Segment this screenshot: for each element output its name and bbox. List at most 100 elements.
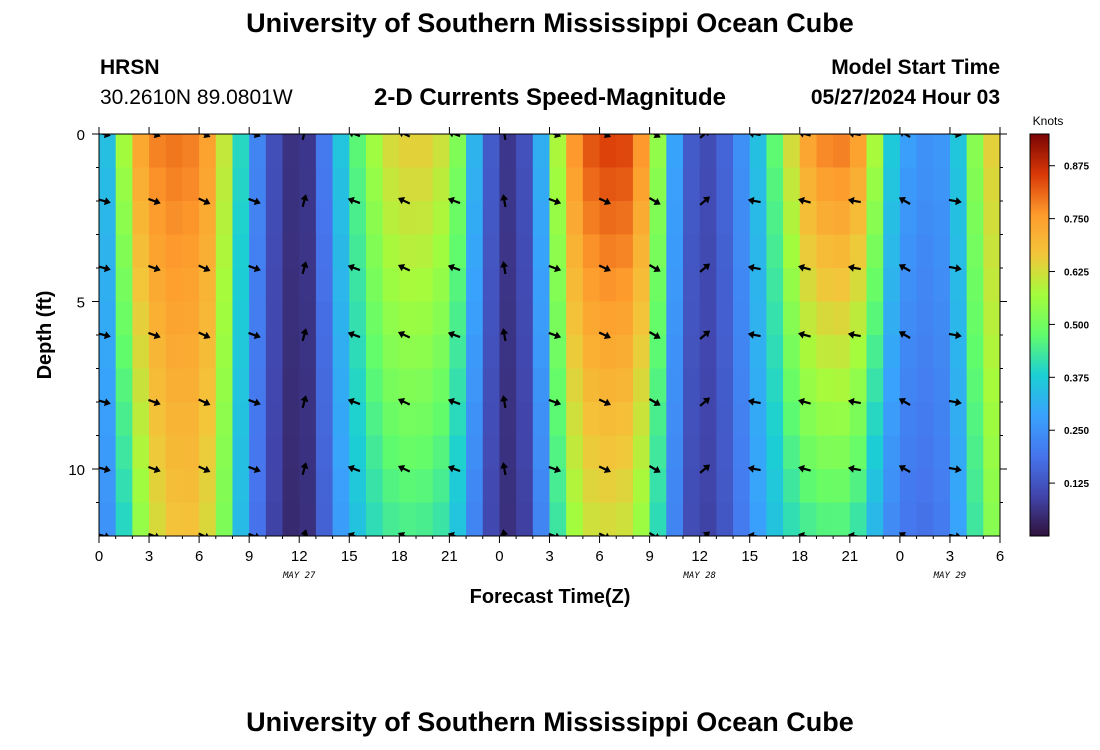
heatmap-cell	[783, 402, 801, 437]
x-tick-label: 18	[391, 548, 408, 565]
heatmap-cell	[199, 201, 217, 236]
heatmap-cell	[199, 368, 217, 403]
current-vector-arrow	[898, 264, 911, 272]
heatmap-cell	[199, 335, 217, 370]
heatmap-cell	[682, 368, 701, 403]
heatmap-cell	[599, 134, 617, 169]
heatmap-cell	[549, 201, 567, 236]
colorbar-gradient	[1029, 133, 1050, 537]
current-vector-arrow	[847, 196, 861, 205]
heatmap-cell	[249, 368, 267, 403]
heatmap-cell	[749, 435, 768, 470]
heatmap-cell	[949, 301, 968, 336]
heatmap-cell	[716, 435, 734, 470]
heatmap-cell	[332, 301, 350, 336]
heatmap-cell	[232, 335, 250, 370]
heatmap-cell	[416, 469, 434, 504]
heatmap-cell	[983, 234, 1000, 269]
heatmap-cell	[983, 301, 1000, 336]
heatmap-cell	[616, 134, 634, 169]
heatmap-cell	[933, 469, 951, 504]
heatmap-cell	[466, 402, 484, 437]
heatmap-cell	[699, 134, 717, 169]
heatmap-cell	[933, 134, 951, 169]
heatmap-cell	[599, 167, 617, 202]
heatmap-cell	[666, 402, 684, 437]
heatmap-cell	[849, 469, 868, 504]
heatmap-cell	[582, 402, 601, 437]
heatmap-cell	[833, 301, 851, 336]
heatmap-cell	[532, 368, 551, 403]
current-vector-arrow	[447, 397, 461, 406]
heatmap-cell	[716, 167, 734, 202]
heatmap-cell	[449, 234, 467, 269]
heatmap-cell	[666, 167, 684, 202]
heatmap-cell	[799, 402, 818, 437]
heatmap-cell	[816, 134, 834, 169]
heatmap-cell	[733, 402, 751, 437]
heatmap-cell	[699, 268, 717, 303]
heatmap-cell	[399, 402, 417, 437]
heatmap-cell	[315, 134, 334, 169]
heatmap-cell	[682, 402, 701, 437]
heatmap-cell	[399, 134, 417, 169]
heatmap-cell	[165, 469, 184, 504]
current-vector-arrow	[148, 331, 161, 340]
heatmap-cell	[833, 201, 851, 236]
heatmap-cell	[766, 268, 784, 303]
heatmap-cell	[532, 335, 551, 370]
heatmap-cell	[632, 435, 651, 470]
heatmap-cell	[699, 435, 717, 470]
heatmap-cell	[282, 268, 300, 303]
heatmap-cell	[749, 134, 768, 169]
heatmap-cell	[299, 368, 317, 403]
heatmap-cell	[766, 335, 784, 370]
heatmap-cell	[849, 368, 868, 403]
repeated-page-title: University of Southern Mississippi Ocean…	[246, 707, 854, 737]
heatmap-cell	[899, 368, 918, 403]
heatmap-cell	[432, 268, 450, 303]
x-tick-label: 12	[691, 548, 708, 565]
heatmap-cell	[416, 268, 434, 303]
heatmap-cell	[682, 201, 701, 236]
heatmap-cell	[866, 502, 884, 536]
heatmap-cell	[766, 368, 784, 403]
heatmap-cell	[299, 502, 317, 536]
current-vector-arrow	[397, 464, 411, 473]
heatmap-cell	[215, 368, 234, 403]
heatmap-cell	[365, 368, 384, 403]
heatmap-cell	[265, 167, 284, 202]
heatmap-cell	[599, 402, 617, 437]
heatmap-cell	[849, 167, 868, 202]
current-vector-arrow	[948, 465, 962, 474]
heatmap-cell	[466, 201, 484, 236]
heatmap-cell	[165, 134, 184, 169]
x-tick-label: 9	[645, 548, 653, 565]
heatmap-cell	[616, 469, 634, 504]
heatmap-cell	[783, 469, 801, 504]
heatmap-cell	[799, 469, 818, 504]
current-vector-arrow	[300, 395, 309, 409]
heatmap-cell	[466, 268, 484, 303]
heatmap-cell	[182, 502, 200, 536]
heatmap-cell	[549, 301, 567, 336]
heatmap-cell	[682, 301, 701, 336]
heatmap-cell	[866, 134, 884, 169]
heatmap-cell	[682, 167, 701, 202]
current-vector-arrow	[300, 194, 309, 208]
heatmap-cell	[332, 368, 350, 403]
heatmap-cell	[883, 435, 901, 470]
heatmap-cell	[566, 301, 584, 336]
heatmap-cell	[482, 201, 501, 236]
heatmap-cell	[733, 335, 751, 370]
heatmap-cell	[349, 435, 367, 470]
heatmap-cell	[299, 402, 317, 437]
heatmap-cell	[816, 435, 834, 470]
heatmap-cell	[749, 402, 768, 437]
heatmap-cell	[215, 402, 234, 437]
colorbar-tick-label: 0.125	[1064, 479, 1089, 490]
heatmap-cell	[382, 435, 400, 470]
current-vector-arrow	[847, 263, 861, 272]
heatmap-cell	[883, 469, 901, 504]
current-vector-arrow	[500, 261, 509, 275]
